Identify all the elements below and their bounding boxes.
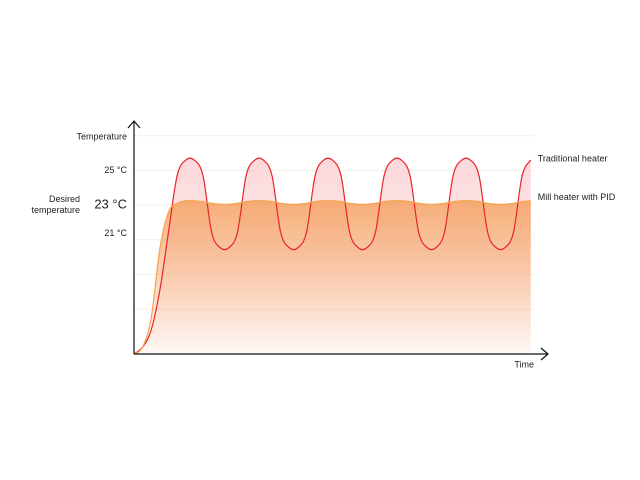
series-area bbox=[134, 200, 531, 354]
annotation: Desired temperature bbox=[31, 194, 80, 215]
y-tick-label: 25 °C bbox=[104, 165, 127, 175]
series-line bbox=[133, 157, 532, 355]
x-arrow bbox=[540, 347, 549, 361]
y-tick-label: 23 °C bbox=[94, 197, 127, 212]
legend-label: Traditional heater bbox=[538, 153, 608, 163]
legend-label: Mill heater with PID bbox=[538, 192, 616, 202]
x-axis-label: Time bbox=[514, 359, 534, 369]
y-axis-label: Temperature bbox=[76, 131, 127, 141]
y-arrow bbox=[127, 120, 141, 129]
series-line bbox=[133, 199, 531, 355]
y-tick-label: 21 °C bbox=[104, 228, 127, 238]
